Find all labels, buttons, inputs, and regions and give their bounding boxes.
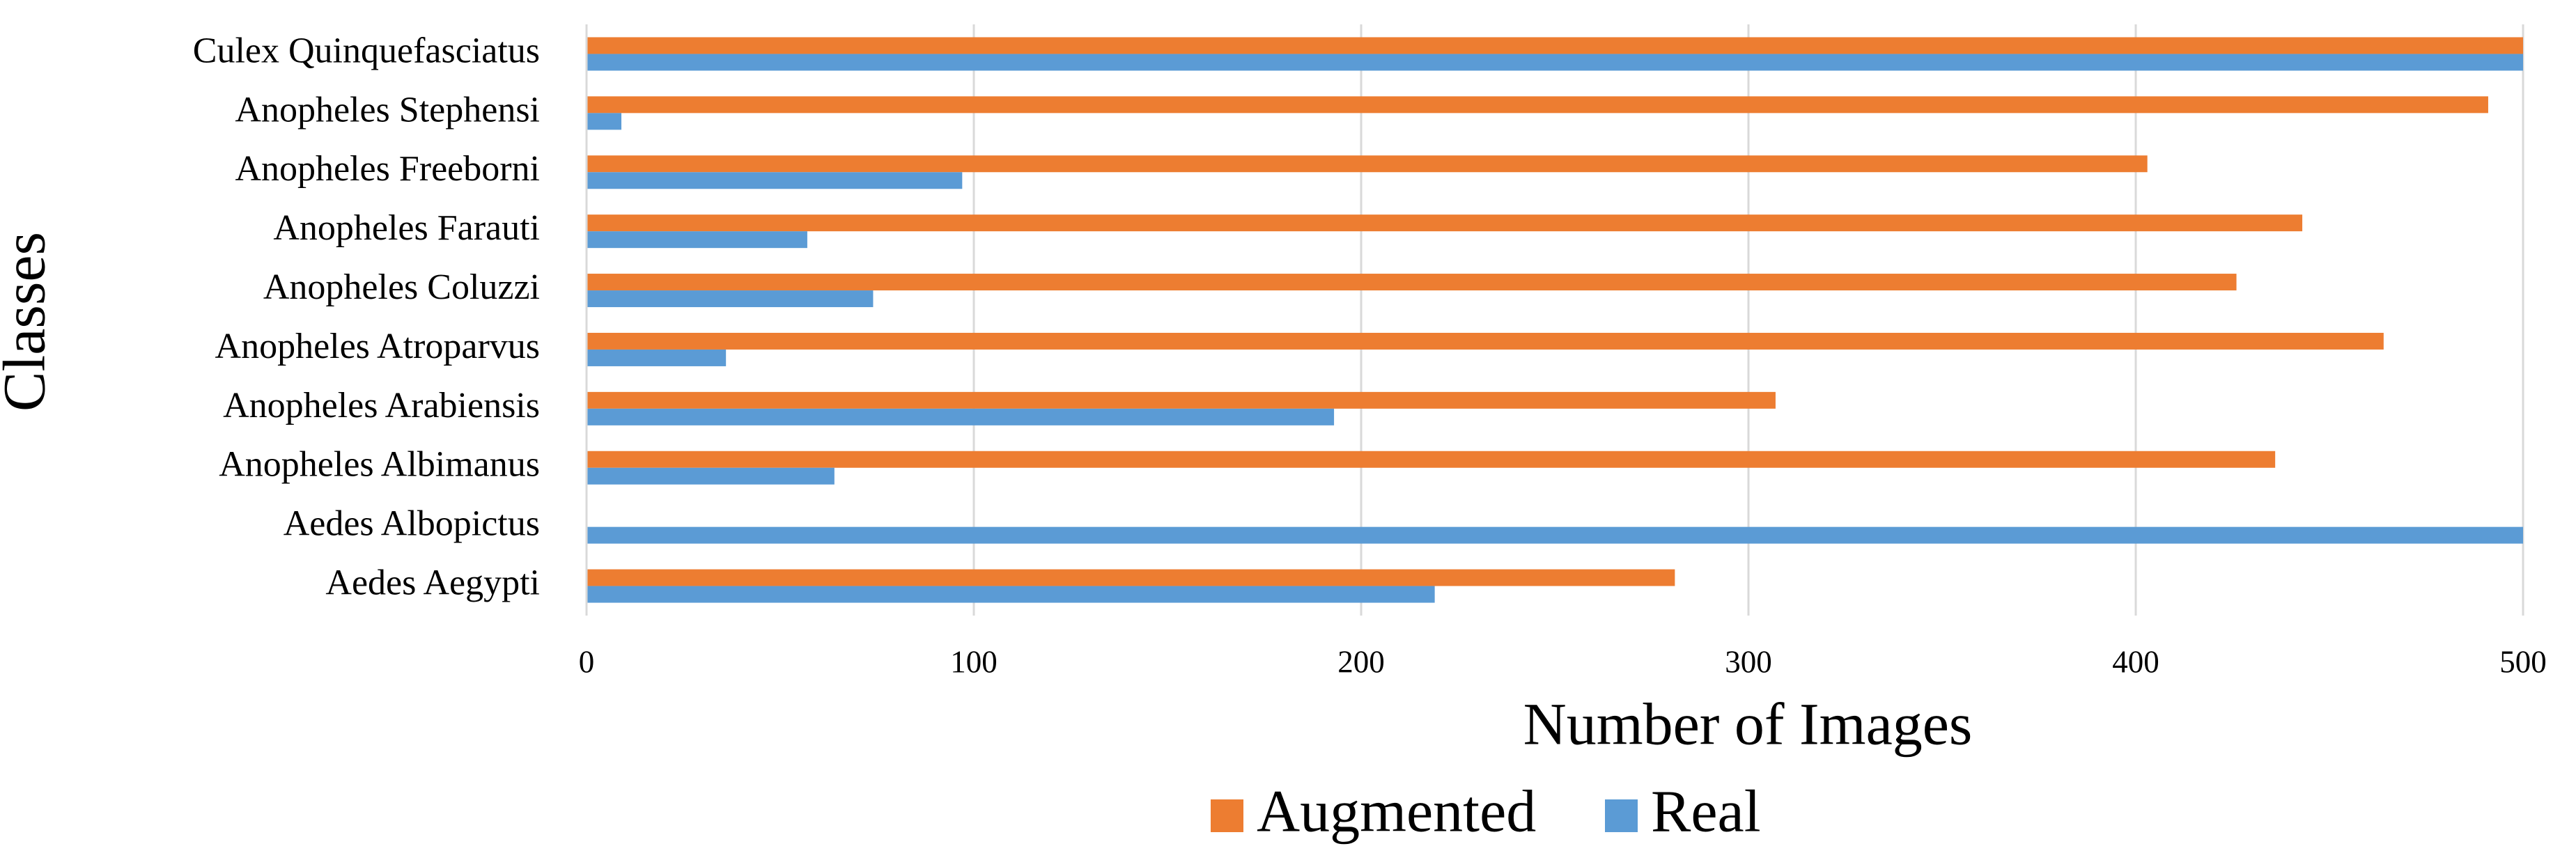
bar bbox=[587, 214, 2303, 232]
bar bbox=[587, 274, 2237, 291]
x-axis-title: Number of Images bbox=[1523, 691, 1973, 758]
x-tick-label: 100 bbox=[950, 644, 998, 679]
x-tick-label: 500 bbox=[2499, 644, 2547, 679]
y-tick-label: Aedes Aegypti bbox=[325, 563, 540, 602]
bar bbox=[587, 526, 2523, 544]
bar bbox=[587, 96, 2488, 114]
bar bbox=[587, 113, 622, 130]
bar bbox=[587, 349, 727, 366]
bar bbox=[587, 569, 1675, 586]
bar bbox=[587, 408, 1335, 425]
bar bbox=[587, 290, 874, 308]
y-tick-label: Anopheles Freeborni bbox=[235, 149, 540, 189]
x-tick-label: 400 bbox=[2112, 644, 2159, 679]
bar bbox=[587, 54, 2523, 71]
bar bbox=[587, 332, 2384, 350]
legend-swatch bbox=[1605, 799, 1638, 832]
y-tick-label: Anopheles Atroparvus bbox=[215, 327, 540, 366]
legend-swatch bbox=[1211, 799, 1243, 832]
y-axis-title: Classes bbox=[0, 232, 58, 412]
y-tick-label: Anopheles Arabiensis bbox=[223, 386, 540, 425]
bar bbox=[587, 467, 835, 485]
x-tick-label: 300 bbox=[1725, 644, 1772, 679]
bar bbox=[587, 451, 2276, 468]
bar bbox=[587, 172, 963, 189]
bar bbox=[587, 155, 2148, 173]
bar bbox=[587, 37, 2523, 54]
y-tick-label: Anopheles Stephensi bbox=[235, 90, 540, 130]
y-tick-label: Anopheles Coluzzi bbox=[263, 267, 540, 307]
y-tick-label: Anopheles Farauti bbox=[273, 208, 540, 248]
x-tick-label: 0 bbox=[579, 644, 595, 679]
y-tick-label: Aedes Albopictus bbox=[284, 504, 540, 544]
bar bbox=[587, 231, 807, 249]
bar bbox=[587, 586, 1435, 603]
bar bbox=[587, 391, 1776, 409]
legend-label: Real bbox=[1651, 778, 1761, 845]
y-tick-label: Culex Quinquefasciatus bbox=[193, 31, 540, 70]
y-tick-label: Anopheles Albimanus bbox=[219, 445, 540, 485]
x-tick-label: 200 bbox=[1337, 644, 1385, 679]
legend-label: Augmented bbox=[1257, 778, 1536, 845]
